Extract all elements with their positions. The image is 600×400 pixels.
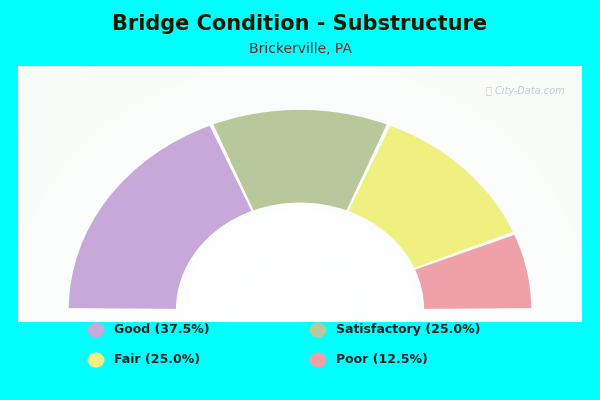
Text: Fair (25.0%): Fair (25.0%) xyxy=(114,354,200,366)
Text: Satisfactory (25.0%): Satisfactory (25.0%) xyxy=(336,324,481,336)
Wedge shape xyxy=(214,110,386,210)
Wedge shape xyxy=(69,126,251,309)
Text: Poor (12.5%): Poor (12.5%) xyxy=(336,354,428,366)
Text: Good (37.5%): Good (37.5%) xyxy=(114,324,209,336)
Wedge shape xyxy=(349,126,513,268)
Text: ⓘ City-Data.com: ⓘ City-Data.com xyxy=(487,86,565,96)
Wedge shape xyxy=(415,235,531,309)
Text: Brickerville, PA: Brickerville, PA xyxy=(248,42,352,56)
Text: Bridge Condition - Substructure: Bridge Condition - Substructure xyxy=(112,14,488,34)
